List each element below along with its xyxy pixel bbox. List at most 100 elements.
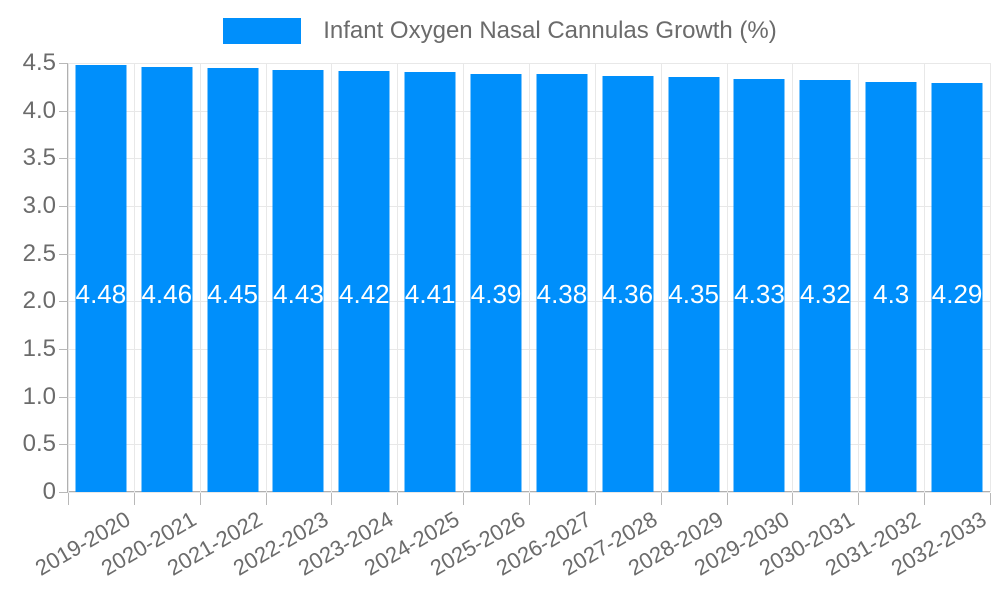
bar-value-label: 4.3: [873, 279, 910, 309]
chart-legend: Infant Oxygen Nasal Cannulas Growth (%): [0, 14, 1000, 48]
x-axis-tick: [529, 493, 530, 505]
y-axis-tick: [59, 253, 68, 255]
x-axis-tick: [133, 493, 135, 505]
y-axis-tick: [59, 206, 68, 207]
x-axis-tick: [265, 493, 267, 505]
bar-slot[interactable]: 4.32: [792, 63, 858, 492]
x-axis-tick: [792, 493, 794, 505]
legend-label: Infant Oxygen Nasal Cannulas Growth (%): [323, 17, 777, 44]
x-axis-tick: [990, 493, 991, 505]
bar[interactable]: [931, 83, 983, 492]
y-axis-labels: 0 0.5 1.0 1.5 2.0 2.5 3.0 3.5 4.0 4.5: [0, 0, 56, 600]
x-axis-tick: [463, 493, 465, 505]
y-axis-tick: [59, 158, 68, 160]
gridline-vertical: [726, 63, 728, 492]
y-axis-tick-label: 2.5: [22, 239, 56, 267]
x-axis-tick: [397, 493, 399, 505]
y-axis-tick-label: 3.0: [22, 192, 56, 219]
bar-slot[interactable]: 4.46: [134, 63, 200, 492]
y-axis-tick-label: 3.5: [22, 144, 56, 172]
bar-slot[interactable]: 4.35: [661, 63, 727, 492]
gridline-vertical: [463, 63, 465, 492]
bar-slot[interactable]: 4.43: [266, 63, 332, 492]
bar-value-label: 4.36: [602, 279, 654, 309]
y-axis-tick-label: 1.0: [22, 382, 56, 410]
x-axis-tick: [199, 493, 201, 505]
legend-color-swatch: [223, 18, 302, 44]
bar[interactable]: [272, 69, 324, 492]
bar-slot[interactable]: 4.36: [595, 63, 661, 492]
gridline-vertical: [990, 63, 991, 492]
gridline-vertical: [792, 63, 794, 492]
bar-value-label: 4.32: [800, 279, 851, 309]
gridline-vertical: [68, 63, 69, 492]
y-axis-tick: [59, 444, 68, 446]
y-axis-tick-label: 1.5: [22, 335, 56, 362]
gridline-vertical: [594, 63, 596, 492]
y-axis-tick: [59, 301, 68, 303]
gridline-vertical: [397, 63, 399, 492]
bar-slot[interactable]: 4.33: [727, 63, 793, 492]
y-axis-tick-label: 0: [42, 478, 56, 505]
bar[interactable]: [470, 73, 522, 492]
x-axis-tick: [594, 493, 596, 505]
bar-value-label: 4.35: [668, 279, 719, 309]
bar-value-label: 4.48: [75, 279, 127, 309]
y-axis-tick: [59, 63, 68, 64]
bar[interactable]: [602, 76, 654, 492]
y-axis-tick: [59, 396, 68, 398]
bar-slot[interactable]: 4.45: [200, 63, 266, 492]
gridline-vertical: [660, 63, 662, 492]
gridline-vertical: [199, 63, 201, 492]
bar-value-label: 4.39: [470, 279, 522, 309]
bar-value-label: 4.41: [404, 279, 456, 309]
gridline-vertical: [331, 63, 333, 492]
y-axis-tick-label: 4.0: [22, 96, 56, 124]
bar[interactable]: [75, 64, 127, 492]
bar[interactable]: [733, 79, 785, 492]
y-axis-tick: [59, 110, 68, 112]
bar-slot[interactable]: 4.29: [924, 63, 990, 492]
bar[interactable]: [865, 82, 917, 492]
x-axis-tick: [924, 493, 926, 505]
gridline-vertical: [265, 63, 267, 492]
bar-slot[interactable]: 4.3: [858, 63, 924, 492]
gridline-vertical: [133, 63, 135, 492]
bar-slot[interactable]: 4.41: [397, 63, 463, 492]
gridline-horizontal: [68, 492, 990, 493]
gridline-vertical: [529, 63, 530, 492]
bar-value-label: 4.38: [536, 279, 588, 309]
plot-area: 4.48 4.46 4.45 4.43 4.42 4.41 4.39 4.38 4.36 4.35…: [68, 63, 991, 493]
bar-value-label: 4.45: [207, 279, 258, 309]
bar[interactable]: [536, 74, 588, 492]
bar-value-label: 4.43: [273, 279, 324, 309]
bar-value-label: 4.46: [141, 279, 193, 309]
gridline-vertical: [858, 63, 860, 492]
y-axis-tick-label: 0.5: [22, 430, 56, 458]
bar-slot[interactable]: 4.38: [529, 63, 595, 492]
bar[interactable]: [141, 66, 193, 492]
bar[interactable]: [404, 71, 456, 492]
bar[interactable]: [207, 67, 259, 492]
x-axis-tick: [331, 493, 333, 505]
bar-slot[interactable]: 4.42: [331, 63, 397, 492]
bar-slot[interactable]: 4.39: [463, 63, 529, 492]
x-axis-tick: [726, 493, 728, 505]
y-axis-tick-label: 2.0: [22, 287, 56, 315]
x-axis-tick: [68, 493, 69, 505]
bar-slot[interactable]: 4.48: [68, 63, 134, 492]
y-axis-tick: [59, 349, 68, 350]
x-axis-tick: [858, 493, 860, 505]
bar-series: 4.48 4.46 4.45 4.43 4.42 4.41 4.39 4.38 4.36 4.35…: [68, 63, 990, 492]
bar[interactable]: [338, 70, 390, 492]
bar[interactable]: [668, 77, 720, 492]
bar-value-label: 4.29: [931, 279, 983, 309]
bar-value-label: 4.42: [339, 279, 390, 309]
y-axis-tick: [59, 492, 68, 493]
bar[interactable]: [799, 80, 851, 492]
x-axis-tick: [660, 493, 662, 505]
bar-value-label: 4.33: [734, 279, 785, 309]
gridline-vertical: [924, 63, 926, 492]
